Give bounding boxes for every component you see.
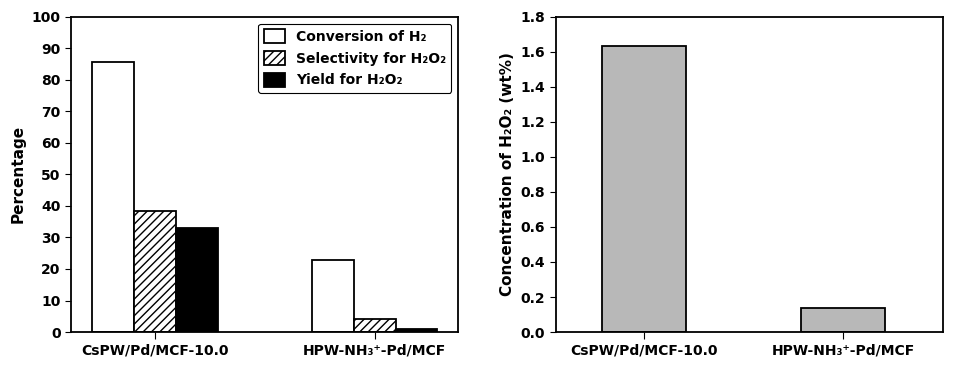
Y-axis label: Percentage: Percentage xyxy=(11,125,26,223)
Bar xyxy=(175,228,217,332)
Bar xyxy=(312,259,354,332)
Bar xyxy=(91,62,133,332)
Bar xyxy=(601,46,685,332)
Legend: Conversion of H₂, Selectivity for H₂O₂, Yield for H₂O₂: Conversion of H₂, Selectivity for H₂O₂, … xyxy=(258,24,451,93)
Bar xyxy=(354,320,395,332)
Bar xyxy=(801,307,884,332)
Bar xyxy=(395,329,436,332)
Y-axis label: Concentration of H₂O₂ (wt%): Concentration of H₂O₂ (wt%) xyxy=(499,52,515,296)
Bar xyxy=(133,211,175,332)
